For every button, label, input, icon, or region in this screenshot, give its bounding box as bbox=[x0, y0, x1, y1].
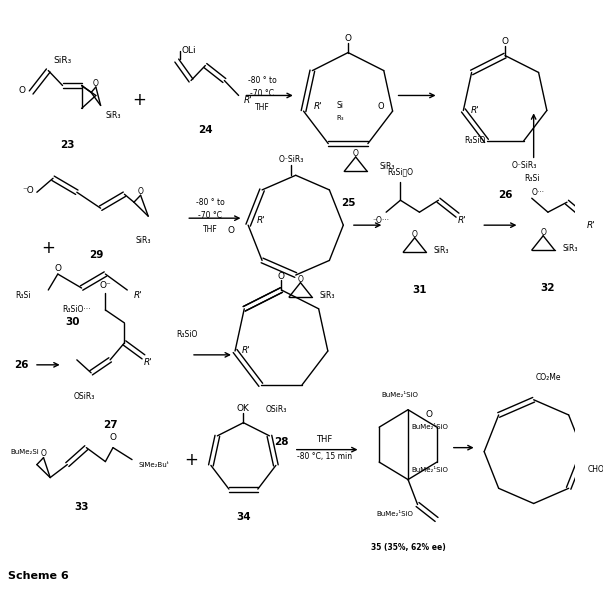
Text: ⁻O: ⁻O bbox=[22, 186, 34, 195]
Text: BuMe₂¹SiO: BuMe₂¹SiO bbox=[411, 467, 448, 473]
Text: O: O bbox=[412, 230, 418, 239]
Text: O: O bbox=[93, 78, 99, 87]
Text: SiR₃: SiR₃ bbox=[136, 235, 151, 245]
Text: 34: 34 bbox=[236, 513, 251, 523]
Text: O: O bbox=[378, 101, 385, 111]
Text: Si: Si bbox=[337, 101, 344, 110]
Text: R': R' bbox=[242, 346, 251, 356]
Text: 26: 26 bbox=[498, 190, 513, 200]
Text: +: + bbox=[42, 239, 55, 257]
Text: OK: OK bbox=[237, 404, 250, 413]
Text: 29: 29 bbox=[89, 250, 103, 260]
Text: THF: THF bbox=[255, 103, 270, 112]
Text: O···: O··· bbox=[532, 188, 545, 196]
Text: SiR₃: SiR₃ bbox=[53, 56, 71, 65]
Text: R₃Si: R₃Si bbox=[524, 174, 540, 183]
Text: +: + bbox=[184, 451, 198, 468]
Text: -80 ° to: -80 ° to bbox=[248, 76, 277, 85]
Text: R₃: R₃ bbox=[336, 116, 344, 122]
Text: R': R' bbox=[244, 96, 252, 105]
Text: SiR₃: SiR₃ bbox=[106, 111, 121, 120]
Text: SiR₃: SiR₃ bbox=[434, 245, 449, 255]
Text: O: O bbox=[297, 275, 303, 284]
Text: 33: 33 bbox=[74, 503, 89, 513]
Text: THF: THF bbox=[316, 435, 332, 444]
Text: O⁻SiR₃: O⁻SiR₃ bbox=[278, 155, 304, 164]
Text: O⁻: O⁻ bbox=[99, 280, 112, 290]
Text: R': R' bbox=[314, 101, 322, 111]
Text: R₃SiO: R₃SiO bbox=[176, 330, 198, 339]
Text: SiR₃: SiR₃ bbox=[379, 162, 395, 171]
Text: +: + bbox=[132, 91, 146, 110]
Text: 31: 31 bbox=[412, 285, 427, 295]
Text: 30: 30 bbox=[65, 317, 80, 327]
Text: O: O bbox=[278, 271, 285, 280]
Text: O: O bbox=[18, 86, 25, 95]
Text: R': R' bbox=[257, 216, 266, 225]
Text: R': R' bbox=[470, 106, 479, 115]
Text: O: O bbox=[353, 149, 359, 159]
Text: R': R' bbox=[458, 216, 467, 225]
Text: O: O bbox=[227, 225, 235, 235]
Text: O: O bbox=[40, 449, 46, 458]
Text: SiR₃: SiR₃ bbox=[562, 244, 578, 253]
Text: SiMe₂Buᵗ: SiMe₂Buᵗ bbox=[139, 461, 169, 468]
Text: SiR₃: SiR₃ bbox=[320, 290, 335, 300]
Text: R': R' bbox=[586, 221, 595, 230]
Text: CO₂Me: CO₂Me bbox=[535, 373, 561, 382]
Text: -70 °C: -70 °C bbox=[250, 89, 274, 98]
Text: R₃Si: R₃Si bbox=[15, 290, 31, 300]
Text: OSiR₃: OSiR₃ bbox=[266, 405, 288, 414]
Text: O: O bbox=[137, 187, 144, 196]
Text: 26: 26 bbox=[14, 360, 29, 370]
Text: R₃SiO: R₃SiO bbox=[464, 136, 485, 145]
Text: R₃Si⌒O: R₃Si⌒O bbox=[387, 168, 414, 177]
Text: BuMe₂Si: BuMe₂Si bbox=[10, 448, 39, 455]
Text: R₃SiO···: R₃SiO··· bbox=[63, 306, 91, 314]
Text: -80 °C, 15 min: -80 °C, 15 min bbox=[297, 452, 352, 461]
Text: BuMe₂¹SiO: BuMe₂¹SiO bbox=[381, 392, 418, 398]
Text: O⁻SiR₃: O⁻SiR₃ bbox=[511, 161, 537, 170]
Text: -80 ° to: -80 ° to bbox=[196, 198, 224, 206]
Text: O: O bbox=[54, 264, 62, 273]
Text: OLi: OLi bbox=[182, 46, 196, 55]
Text: 25: 25 bbox=[341, 198, 355, 208]
Text: O: O bbox=[344, 34, 352, 43]
Text: O: O bbox=[540, 228, 546, 237]
Text: 28: 28 bbox=[274, 437, 289, 447]
Text: OSiR₃: OSiR₃ bbox=[74, 392, 95, 401]
Text: BuMe₂¹SiO: BuMe₂¹SiO bbox=[411, 424, 448, 430]
Text: 35 (35%, 62% ee): 35 (35%, 62% ee) bbox=[371, 543, 446, 552]
Text: 27: 27 bbox=[103, 419, 118, 430]
Text: 23: 23 bbox=[60, 140, 75, 150]
Text: CHO: CHO bbox=[588, 465, 603, 474]
Text: ⁻O···: ⁻O··· bbox=[373, 216, 390, 225]
Text: 24: 24 bbox=[198, 126, 213, 135]
Text: Scheme 6: Scheme 6 bbox=[8, 571, 69, 581]
Text: THF: THF bbox=[203, 225, 218, 234]
Text: O: O bbox=[110, 433, 116, 442]
Text: R': R' bbox=[144, 358, 153, 368]
Text: O: O bbox=[426, 410, 432, 419]
Text: -70 °C: -70 °C bbox=[198, 211, 222, 219]
Text: BuMe₂¹SiO: BuMe₂¹SiO bbox=[377, 512, 414, 517]
Text: R': R' bbox=[134, 290, 143, 300]
Text: 32: 32 bbox=[541, 283, 555, 293]
Text: O: O bbox=[502, 37, 508, 46]
